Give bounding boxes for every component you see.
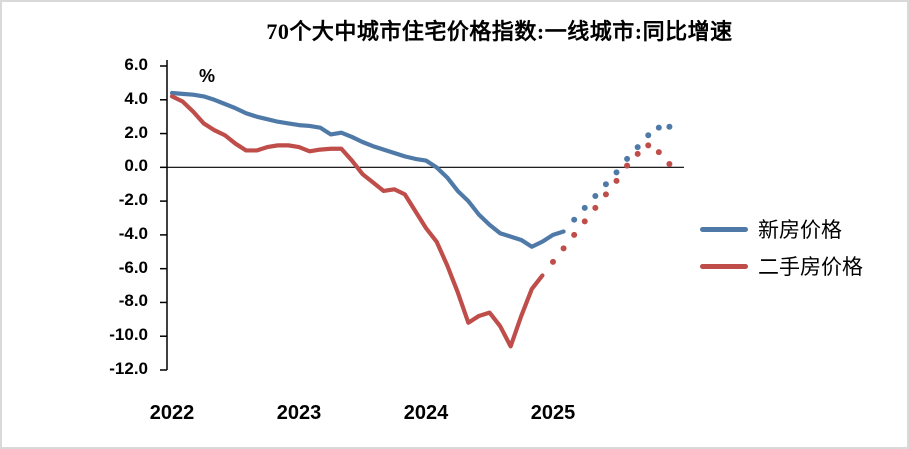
y-axis-tick-label: -2.0 (118, 190, 148, 210)
x-axis-tick-label: 2025 (530, 402, 576, 424)
new-home-series-line-marker (700, 226, 748, 232)
secondhand-series-line-marker (700, 263, 748, 269)
legend-item-secondhand-price: 二手房价格 (700, 253, 863, 279)
y-axis-tick-label: -8.0 (118, 291, 148, 311)
y-axis-tick-label: 2.0 (124, 122, 148, 142)
y-axis-tick-label: -12.0 (109, 359, 148, 378)
y-axis-tick-label: -6.0 (118, 257, 148, 277)
legend-label-new-home-price: 新房价格 (758, 218, 842, 242)
legend-label-secondhand-price: 二手房价格 (758, 255, 863, 279)
y-axis-tick-label: 0.0 (124, 156, 148, 176)
x-axis-tick-label: 2024 (403, 402, 449, 424)
y-axis-tick-label: 4.0 (124, 88, 148, 108)
x-axis-tick-label: 2023 (276, 402, 322, 424)
y-axis-tick-label: -10.0 (109, 325, 148, 345)
chart-title: 70个大中城市住宅价格指数:一线城市:同比增速 (266, 19, 733, 44)
legend-item-new-home-price: 新房价格 (700, 216, 842, 242)
x-axis-tick-label: 2022 (149, 402, 195, 424)
y-axis-tick-label: -4.0 (118, 223, 148, 243)
y-axis-unit-label: % (199, 66, 216, 86)
y-axis-tick-label: 6.0 (124, 55, 148, 74)
